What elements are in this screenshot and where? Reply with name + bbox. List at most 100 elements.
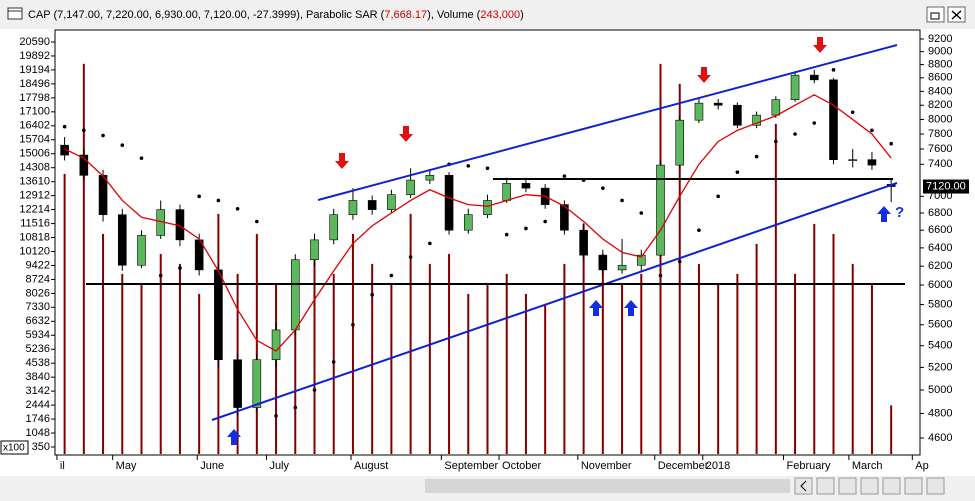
volume-bar bbox=[390, 283, 393, 454]
scroll-arrow-icon bbox=[800, 480, 807, 492]
y-tick-label: 6200 bbox=[928, 260, 952, 272]
volume-bar bbox=[371, 263, 374, 454]
candle-body bbox=[406, 179, 415, 195]
sar-dot bbox=[389, 273, 394, 278]
x-tick-label: Ap bbox=[915, 460, 928, 472]
toolbar-button[interactable] bbox=[882, 477, 901, 495]
volume-bar bbox=[63, 173, 66, 454]
toolbar-button[interactable] bbox=[838, 477, 857, 495]
sar-dot bbox=[370, 292, 374, 297]
x-tick-label: May bbox=[116, 460, 137, 472]
volume-bar bbox=[736, 273, 739, 454]
candle-body bbox=[713, 102, 723, 106]
candle-body bbox=[579, 229, 588, 256]
volume-bar bbox=[697, 263, 700, 454]
candle-body bbox=[521, 183, 531, 189]
sar-dot bbox=[101, 133, 105, 138]
y-tick-label: 8200 bbox=[928, 99, 952, 111]
last-price-box bbox=[923, 179, 969, 194]
toolbar-button[interactable] bbox=[860, 477, 879, 495]
volume-bar bbox=[159, 253, 162, 454]
lower-channel bbox=[211, 182, 898, 421]
volume-tick-label: 17100 bbox=[19, 106, 50, 118]
window-title: CAP (7,147.00, 7,220.00, 6,930.00, 7,120… bbox=[28, 9, 524, 21]
volume-tick-label: 11516 bbox=[20, 217, 50, 229]
volume-tick-label: 12912 bbox=[19, 190, 50, 202]
title-part: 243,000 bbox=[480, 9, 520, 21]
candle-body bbox=[502, 183, 512, 201]
sar-dot bbox=[774, 139, 778, 144]
scroll-arrow[interactable] bbox=[794, 477, 813, 495]
volume-bar bbox=[448, 253, 451, 454]
volume-bar bbox=[870, 283, 873, 454]
volume-bar bbox=[851, 263, 854, 454]
blue-arrow bbox=[877, 206, 891, 222]
sar-dot bbox=[697, 228, 701, 232]
sar-dot bbox=[889, 141, 893, 146]
close-icon bbox=[951, 10, 962, 20]
trend-lines bbox=[86, 44, 905, 421]
candle-body bbox=[290, 259, 300, 331]
sar-dot bbox=[620, 198, 624, 203]
volume-bar bbox=[255, 233, 258, 454]
volume-bar bbox=[486, 283, 489, 454]
candle-body bbox=[675, 119, 685, 166]
red-arrow bbox=[399, 126, 413, 142]
toolbar-button[interactable] bbox=[926, 477, 945, 495]
volume-tick-label: 5236 bbox=[26, 343, 50, 355]
sar-dot bbox=[255, 219, 259, 224]
candle-body bbox=[310, 239, 319, 261]
volume-bar bbox=[640, 273, 643, 454]
x-tick-label: December bbox=[658, 460, 709, 472]
volume-tick-label: 20590 bbox=[19, 36, 50, 48]
last-price-label: 7120.00 bbox=[926, 180, 966, 192]
volume-bar bbox=[563, 263, 566, 454]
sar-dot bbox=[754, 154, 759, 159]
volume-tick-label: 14308 bbox=[19, 162, 50, 174]
volume-bar bbox=[102, 233, 105, 454]
sar-dot bbox=[543, 219, 547, 224]
volume-bar bbox=[351, 233, 354, 454]
volume-tick-label: 13610 bbox=[19, 176, 50, 188]
x-tick-label: March bbox=[852, 460, 883, 472]
volume-tick-label: 4538 bbox=[26, 357, 50, 369]
y-tick-label: 8400 bbox=[928, 85, 952, 97]
volume-tick-label: 5934 bbox=[26, 329, 50, 341]
volume-tick-label: 16402 bbox=[19, 120, 50, 132]
volume-bar bbox=[140, 283, 143, 454]
toolbar-button[interactable] bbox=[816, 477, 835, 495]
sar-dot bbox=[812, 121, 817, 125]
volume-unit-box bbox=[0, 440, 29, 455]
toolbar-button[interactable] bbox=[904, 477, 923, 495]
candle-body bbox=[867, 159, 877, 166]
candle-body bbox=[348, 200, 358, 215]
y-tick-label: 4600 bbox=[928, 432, 952, 444]
volume-tick-label: 10120 bbox=[19, 245, 50, 257]
sar-dot bbox=[639, 211, 644, 215]
candle-body bbox=[809, 74, 819, 81]
restore-button[interactable] bbox=[926, 6, 945, 23]
volume-bar bbox=[832, 233, 835, 454]
volume-tick-label: 10818 bbox=[19, 231, 50, 243]
sar-dot bbox=[466, 164, 471, 168]
y-tick-label: 5600 bbox=[928, 319, 952, 331]
candle-body bbox=[117, 214, 127, 266]
y-tick-label: 5800 bbox=[928, 298, 952, 310]
scroll-thumb[interactable] bbox=[425, 479, 790, 493]
sar-dot bbox=[524, 226, 528, 231]
y-tick-label: 6800 bbox=[928, 207, 952, 219]
volume-bar bbox=[121, 273, 124, 454]
price-layer bbox=[60, 68, 896, 418]
volume-tick-label: 19194 bbox=[19, 64, 50, 76]
volume-tick-label: 2444 bbox=[26, 399, 50, 411]
volume-tick-label: 15704 bbox=[19, 134, 50, 146]
volume-bar bbox=[774, 123, 777, 455]
sar-dot bbox=[658, 273, 663, 278]
candle-body bbox=[387, 194, 396, 210]
volume-bar bbox=[467, 293, 470, 454]
restore-icon bbox=[930, 12, 940, 20]
candle-body bbox=[60, 144, 69, 156]
volume-tick-label: 8026 bbox=[26, 287, 50, 299]
question-mark: ? bbox=[895, 204, 904, 221]
